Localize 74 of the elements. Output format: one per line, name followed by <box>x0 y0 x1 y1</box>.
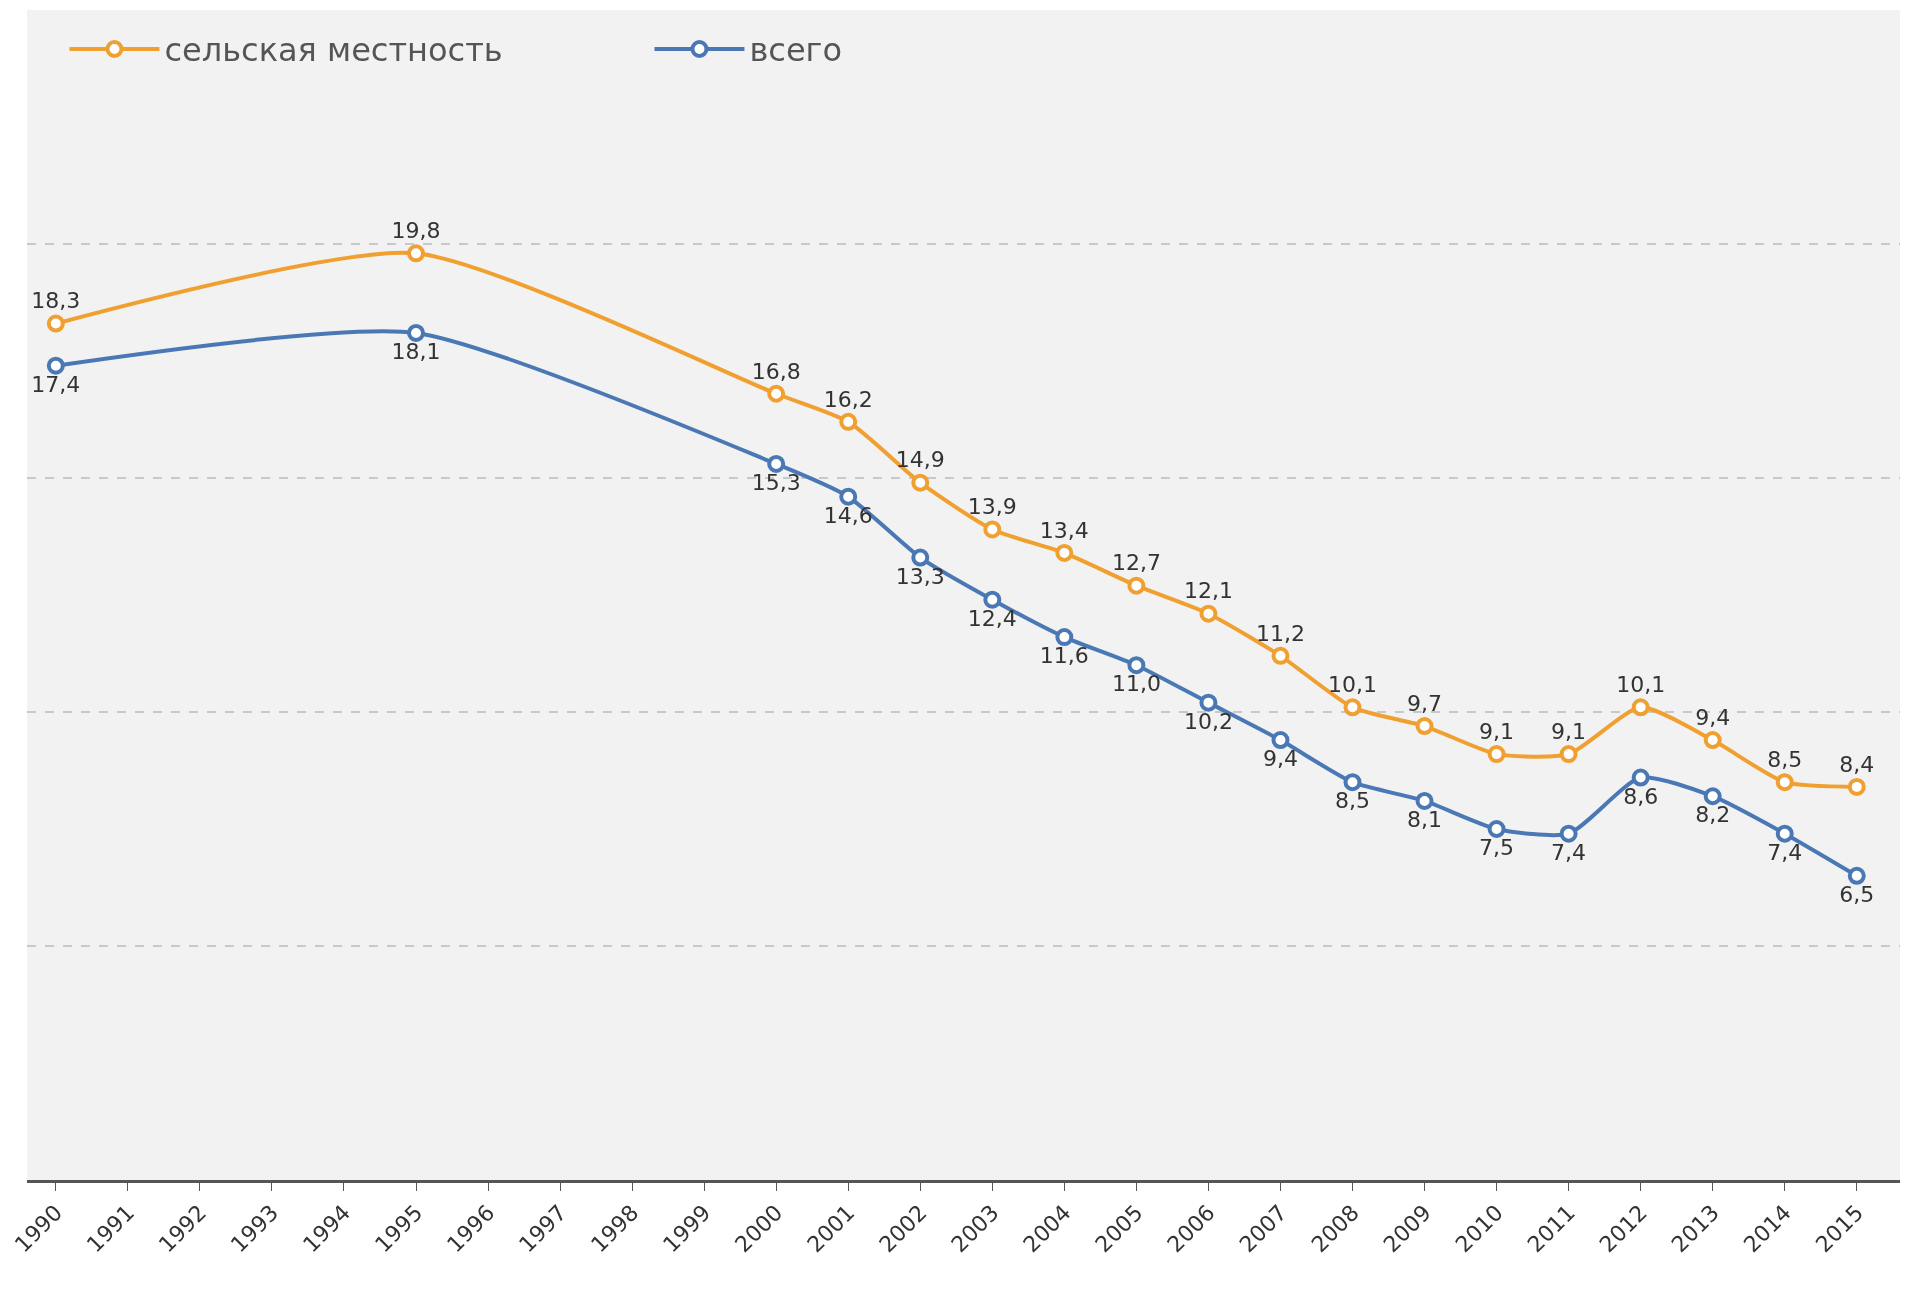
legend-label: всего <box>749 31 842 70</box>
data-label: 10,2 <box>1183 708 1233 734</box>
point <box>1055 543 1074 562</box>
point <box>1847 777 1866 796</box>
point <box>1199 693 1218 712</box>
point <box>1487 745 1506 764</box>
point <box>911 473 930 492</box>
point <box>1847 866 1866 885</box>
point <box>1775 824 1794 843</box>
point <box>1775 773 1794 792</box>
data-label: 12,1 <box>1183 578 1233 604</box>
data-label: 9,1 <box>1479 718 1515 744</box>
data-label: 9,4 <box>1262 746 1298 772</box>
point <box>911 548 930 567</box>
point <box>407 244 426 263</box>
point <box>1127 656 1146 675</box>
point <box>1415 791 1434 810</box>
point <box>1271 646 1290 665</box>
point <box>839 487 858 506</box>
legend-label: сельская местность <box>164 31 503 70</box>
point <box>407 323 426 342</box>
data-label: 8,5 <box>1335 788 1371 814</box>
point <box>983 590 1002 609</box>
point <box>1631 768 1650 787</box>
data-label: 8,1 <box>1407 807 1443 833</box>
data-label: 18,1 <box>391 339 441 365</box>
data-label: 10,1 <box>1616 672 1666 698</box>
point <box>1271 731 1290 750</box>
data-label: 10,1 <box>1328 672 1377 698</box>
data-label: 9,4 <box>1695 704 1731 730</box>
point <box>767 384 786 403</box>
data-label: 6,5 <box>1839 882 1875 908</box>
point <box>1559 824 1578 843</box>
data-label: 11,2 <box>1255 620 1305 646</box>
point <box>983 520 1002 539</box>
point <box>1703 731 1722 750</box>
data-label: 9,7 <box>1407 690 1443 716</box>
data-label: 8,4 <box>1839 751 1875 777</box>
data-label: 19,8 <box>391 218 441 244</box>
point <box>46 314 65 333</box>
point <box>1055 628 1074 647</box>
data-label: 13,4 <box>1039 517 1089 543</box>
data-label: 8,5 <box>1767 746 1803 772</box>
data-label: 8,2 <box>1695 802 1731 828</box>
data-label: 18,3 <box>31 288 81 314</box>
point <box>839 412 858 431</box>
point <box>46 356 65 375</box>
data-label: 12,4 <box>967 605 1017 631</box>
point <box>767 454 786 473</box>
data-label: 14,6 <box>823 502 873 528</box>
data-label: 12,7 <box>1111 550 1161 576</box>
point <box>1127 576 1146 595</box>
data-label: 14,9 <box>895 447 945 473</box>
data-label: 9,1 <box>1551 718 1587 744</box>
point <box>1559 745 1578 764</box>
point <box>1415 717 1434 736</box>
data-label: 7,4 <box>1767 839 1803 865</box>
point <box>1343 773 1362 792</box>
point <box>1199 604 1218 623</box>
point <box>1631 698 1650 717</box>
data-label: 13,3 <box>895 563 945 589</box>
data-label: 17,4 <box>31 371 81 397</box>
data-label: 16,2 <box>823 386 873 412</box>
data-label: 16,8 <box>751 358 801 384</box>
data-label: 13,9 <box>967 494 1017 520</box>
data-label: 7,4 <box>1551 839 1587 865</box>
data-label: 11,0 <box>1111 671 1161 697</box>
data-label: 11,6 <box>1039 643 1089 669</box>
point <box>1487 820 1506 838</box>
data-label: 7,5 <box>1479 835 1515 861</box>
data-label: 15,3 <box>751 470 801 496</box>
data-label: 8,6 <box>1623 783 1659 809</box>
point <box>1343 698 1362 717</box>
point <box>1703 787 1722 806</box>
